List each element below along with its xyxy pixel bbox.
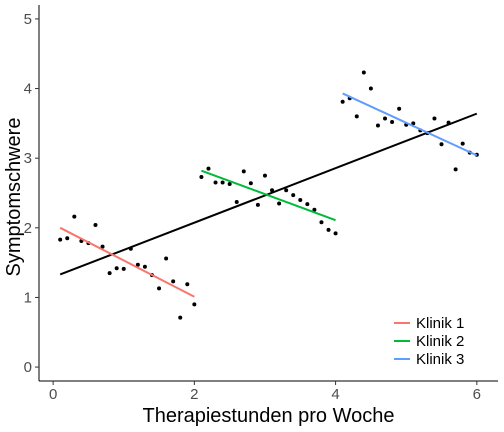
data-point — [164, 256, 169, 261]
series-line-klinik-3 — [342, 92, 478, 157]
y-tick-label: 5 — [24, 11, 32, 28]
data-point — [206, 166, 211, 171]
legend-label-klinik-3: Klinik 3 — [416, 351, 464, 368]
legend-label-klinik-2: Klinik 2 — [416, 333, 464, 350]
plot-area: 0 2 4 6 0 1 2 3 4 5 — [24, 5, 498, 403]
data-point — [234, 200, 239, 205]
x-tick-label: 0 — [49, 386, 57, 403]
data-point — [305, 202, 310, 207]
legend-label-klinik-1: Klinik 1 — [416, 315, 464, 332]
data-point — [368, 86, 373, 91]
y-tick-label: 0 — [24, 359, 32, 376]
data-point — [411, 121, 416, 126]
data-point — [340, 99, 345, 104]
data-point — [241, 169, 246, 174]
series-line-klinik-2 — [201, 169, 336, 222]
data-point — [220, 180, 225, 185]
data-point — [72, 214, 77, 219]
data-point — [192, 302, 197, 307]
data-point — [58, 237, 63, 242]
data-point — [291, 193, 296, 198]
y-ticks: 0 1 2 3 4 5 — [24, 11, 39, 376]
x-ticks: 0 2 4 6 — [49, 381, 481, 403]
legend-item-klinik-3: Klinik 3 — [394, 351, 464, 368]
data-point — [135, 262, 140, 267]
data-point — [319, 220, 324, 225]
data-point — [270, 188, 275, 193]
legend-item-klinik-1: Klinik 1 — [394, 315, 464, 332]
data-point — [390, 119, 395, 124]
data-point — [460, 141, 465, 146]
data-point — [227, 181, 232, 186]
y-tick-label: 3 — [24, 150, 32, 167]
data-point — [93, 223, 98, 228]
data-point — [157, 286, 162, 291]
data-point — [199, 174, 204, 179]
data-point — [114, 266, 119, 271]
data-point — [248, 181, 253, 186]
series-lines — [59, 92, 478, 298]
overall-fit — [59, 112, 478, 276]
data-point — [255, 202, 260, 207]
data-point — [361, 70, 366, 75]
x-axis-title: Therapiestunden pro Woche — [142, 405, 394, 427]
data-point — [277, 201, 282, 206]
y-tick-label: 4 — [24, 81, 32, 98]
data-point — [213, 180, 218, 185]
data-point — [284, 188, 289, 193]
y-tick-label: 2 — [24, 220, 32, 237]
data-point — [171, 279, 176, 284]
data-point — [326, 227, 331, 232]
data-point — [100, 244, 105, 249]
x-tick-label: 6 — [473, 386, 481, 403]
x-tick-label: 2 — [190, 386, 198, 403]
data-point — [432, 116, 437, 121]
data-point — [298, 197, 303, 202]
y-tick-label: 1 — [24, 289, 32, 306]
data-point — [333, 231, 338, 236]
data-point — [107, 271, 112, 276]
x-tick-label: 4 — [331, 386, 339, 403]
data-point — [453, 167, 458, 172]
data-point — [397, 106, 402, 111]
data-point — [65, 236, 70, 241]
overall-fit-line — [59, 112, 478, 276]
data-point — [312, 207, 317, 212]
data-point — [354, 114, 359, 119]
data-point — [142, 264, 147, 269]
data-point — [121, 266, 126, 271]
data-point — [178, 315, 183, 320]
series-line-klinik-1 — [59, 226, 195, 298]
data-point — [383, 116, 388, 121]
legend-item-klinik-2: Klinik 2 — [394, 333, 464, 350]
data-point — [262, 173, 267, 178]
data-point — [375, 123, 380, 128]
data-point — [185, 282, 190, 287]
data-point — [439, 142, 444, 147]
y-axis-title: Symptomschwere — [3, 118, 25, 277]
